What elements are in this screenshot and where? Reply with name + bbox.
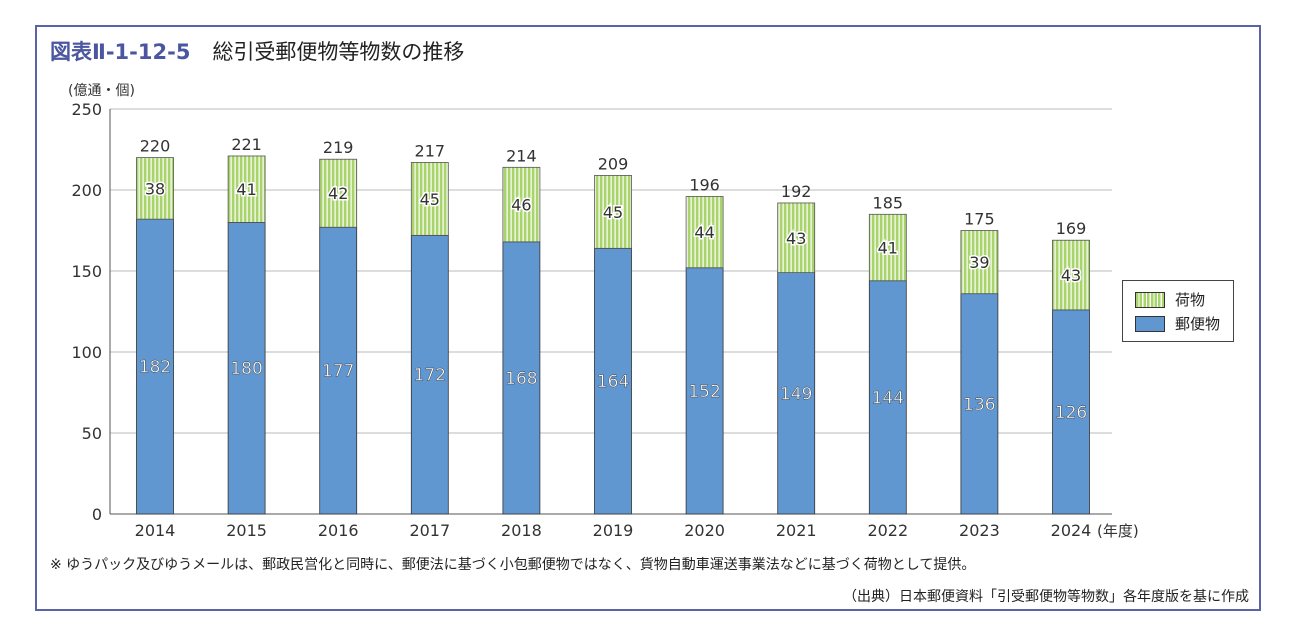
chart-title: 総引受郵便物等物数の推移 [212,40,465,64]
data-label-total: 169 [1056,219,1087,238]
legend: 荷物 郵便物 [1122,280,1234,342]
data-label-total: 221 [231,135,262,154]
legend-swatch-mail [1135,315,1165,332]
data-label-mail: 182 [139,358,171,378]
x-tick-label: 2021 [776,521,817,540]
x-tick-label: 2020 [684,521,725,540]
data-label-mail: 136 [963,395,995,415]
legend-item-parcel: 荷物 [1135,289,1205,310]
bar-mail [960,293,999,515]
x-tick-label: 2018 [501,521,542,540]
data-label-parcel: 42 [328,184,348,203]
data-label-parcel: 43 [1061,266,1081,285]
bar-mail [685,267,724,515]
data-label-mail: 152 [688,382,720,402]
bar-mail [1052,309,1090,515]
y-tick-label: 0 [92,505,102,524]
bar-parcel [594,175,632,249]
x-tick-label: 2015 [226,521,267,540]
data-label-mail: 172 [414,366,446,386]
x-axis-unit: (年度) [1097,522,1139,540]
data-label-total: 185 [873,193,904,212]
data-label-mail: 180 [230,359,262,379]
data-label-parcel: 39 [969,253,989,272]
x-tick-label: 2023 [959,521,1000,540]
data-label-total: 196 [689,175,720,194]
data-label-parcel: 41 [878,239,898,258]
legend-item-mail: 郵便物 [1135,313,1220,334]
bar-mail [227,221,266,515]
figure-number: 図表Ⅱ-1-12-5 [50,40,191,64]
data-label-mail: 149 [780,384,812,404]
bar-parcel [868,213,907,282]
data-label-parcel: 38 [145,179,165,198]
y-tick-label: 100 [71,343,102,362]
y-axis-label: (億通・個) [68,83,135,99]
bar-parcel [960,230,999,295]
data-label-parcel: 46 [511,196,531,215]
data-label-total: 175 [964,210,995,229]
data-label-total: 214 [506,146,537,165]
bar-parcel [227,155,266,223]
x-tick-label: 2014 [135,521,176,540]
bar-mail [868,280,907,515]
data-label-mail: 168 [505,369,537,389]
bar-mail [594,247,632,515]
y-tick-label: 50 [82,424,102,443]
bar-mail [136,218,174,515]
figure-frame [35,25,1261,611]
bar-mail [777,272,816,515]
y-tick-label: 200 [71,181,102,200]
data-label-mail: 164 [597,372,629,392]
bar-parcel [136,157,174,220]
data-label-parcel: 45 [603,203,623,222]
x-tick-label: 2016 [318,521,359,540]
data-label-mail: 144 [872,388,904,408]
data-label-total: 209 [598,154,629,173]
x-tick-label: 2024 [1051,521,1092,540]
data-label-parcel: 41 [236,180,256,199]
x-tick-label: 2022 [867,521,908,540]
bar-parcel [777,202,816,274]
legend-swatch-parcel [1135,291,1165,308]
source-note: （出典）日本郵便資料「引受郵便物等物数」各年度版を基に作成 [843,589,1249,605]
x-tick-label: 2019 [593,521,634,540]
legend-label-parcel: 荷物 [1175,291,1206,309]
data-label-parcel: 45 [420,190,440,209]
bar-mail [502,241,541,515]
figure-title: 図表Ⅱ-1-12-5 総引受郵便物等物数の推移 [50,36,464,66]
bar-parcel [502,166,541,243]
data-label-parcel: 44 [694,223,714,242]
data-label-total: 192 [781,182,812,201]
data-label-mail: 177 [322,362,354,382]
y-tick-label: 250 [71,100,102,119]
x-tick-label: 2017 [409,521,450,540]
data-label-parcel: 43 [786,229,806,248]
bar-parcel [319,158,358,228]
y-tick-label: 150 [71,262,102,281]
legend-label-mail: 郵便物 [1175,315,1221,333]
footnote: ※ ゆうパック及びゆうメールは、郵政民営化と同時に、郵便法に基づく小包郵便物では… [50,557,976,573]
data-label-total: 219 [323,138,354,157]
bar-parcel [1052,239,1090,311]
data-label-total: 217 [415,141,446,160]
data-label-total: 220 [140,137,171,156]
bar-parcel [410,162,449,236]
bar-mail [319,226,358,515]
bar-parcel [685,196,724,269]
data-label-mail: 126 [1055,403,1087,423]
